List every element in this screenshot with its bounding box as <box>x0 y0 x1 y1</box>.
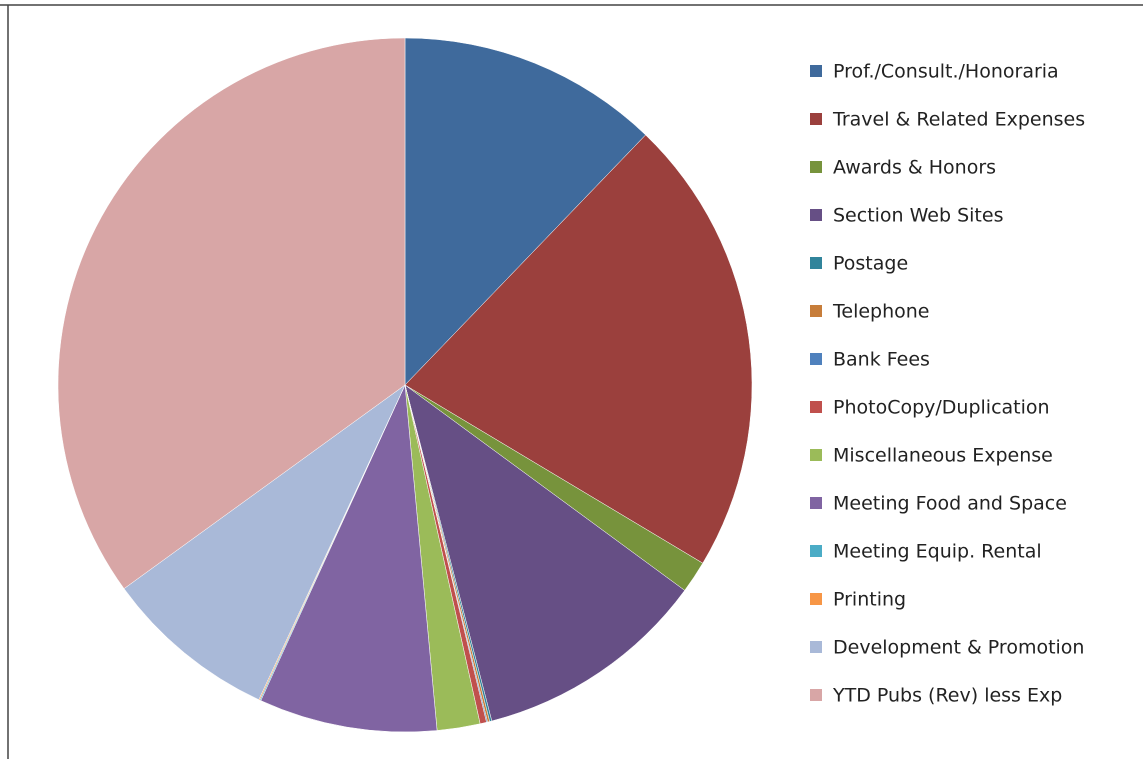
legend-swatch <box>810 113 822 125</box>
legend-label: Awards & Honors <box>833 157 996 179</box>
legend-label: Postage <box>833 253 908 275</box>
legend-swatch <box>810 545 822 557</box>
legend-swatch <box>810 593 822 605</box>
pie-slice <box>404 384 686 722</box>
pie-slice <box>260 384 438 733</box>
legend-label: Meeting Equip. Rental <box>833 541 1042 563</box>
legend-swatch <box>810 65 822 77</box>
legend-label: Development & Promotion <box>833 637 1084 659</box>
pie-slice <box>404 134 753 564</box>
legend-swatch <box>810 497 822 509</box>
legend-swatch <box>810 161 822 173</box>
legend-swatch <box>810 305 822 317</box>
legend-label: YTD Pubs (Rev) less Exp <box>832 685 1062 707</box>
legend-label: Telephone <box>832 301 930 323</box>
legend-swatch <box>810 641 822 653</box>
legend-label: Bank Fees <box>833 349 930 371</box>
legend-swatch <box>810 449 822 461</box>
pie-slice <box>57 37 406 590</box>
pie-slice <box>123 384 406 701</box>
legend-label: Section Web Sites <box>833 205 1003 227</box>
legend-label: Prof./Consult./Honoraria <box>833 61 1059 83</box>
legend-swatch <box>810 401 822 413</box>
legend-swatch <box>810 209 822 221</box>
legend-swatch <box>810 689 822 701</box>
legend-label: Meeting Food and Space <box>833 493 1067 515</box>
legend-label: Miscellaneous Expense <box>833 445 1053 467</box>
legend-label: Printing <box>833 589 906 611</box>
legend-label: Travel & Related Expenses <box>832 109 1085 131</box>
legend-label: PhotoCopy/Duplication <box>833 397 1050 419</box>
legend-swatch <box>810 353 822 365</box>
pie-slice <box>404 37 646 386</box>
legend-swatch <box>810 257 822 269</box>
